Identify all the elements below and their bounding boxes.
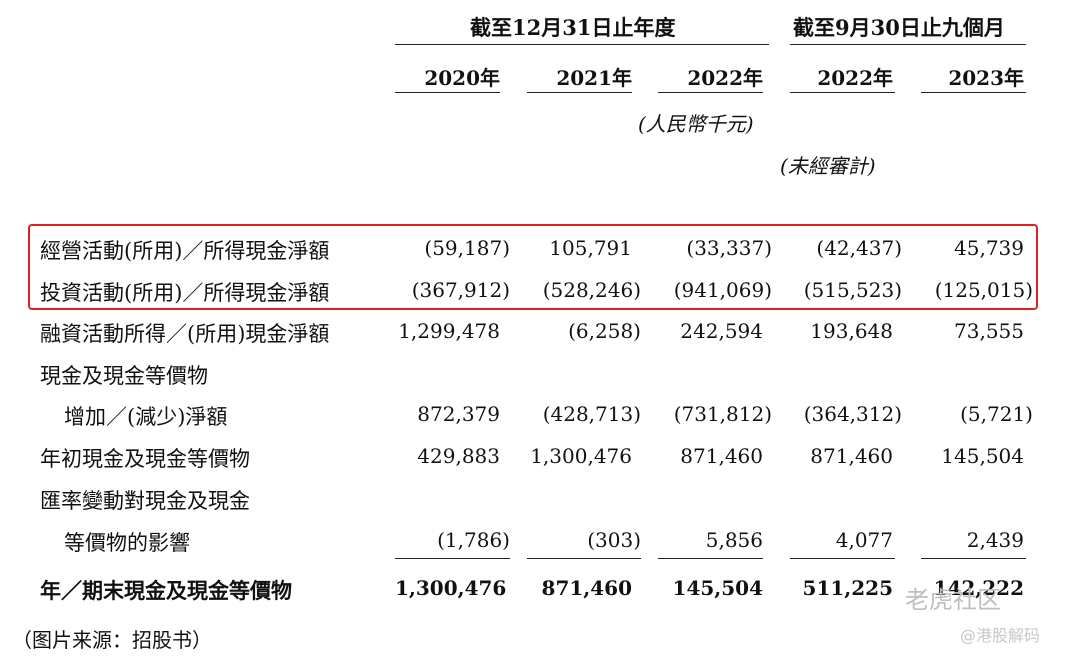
row-label: 等價物的影響 [64,531,190,555]
table-cell: (428,713) [542,402,641,426]
subtotal-rule-3 [658,558,763,559]
table-cell: 871,460 [810,444,893,468]
year-rule-4 [790,92,895,93]
row-label: 投資活動(所用)／所得現金淨額 [40,281,330,305]
row-label: 年初現金及現金等價物 [40,447,250,471]
year-rule-2 [527,92,632,93]
row-label-total: 年／期末現金及現金等價物 [40,578,292,603]
row-label: 融資活動所得／(所用)現金淨額 [40,322,330,346]
table-cell: 429,883 [417,444,500,468]
table-cell: (5,721) [960,402,1033,426]
table-cell: (6,258) [568,319,641,343]
watermark-sub: @港股解码 [960,626,1041,645]
table-cell: 242,594 [680,319,763,343]
table-cell: 45,739 [954,236,1024,260]
year-rule-3 [658,92,763,93]
year-header-4: 2022年 [817,66,893,90]
table-cell: (125,015) [934,278,1033,302]
table-cell: 872,379 [417,402,500,426]
table-cell: (364,312) [803,402,902,426]
table-cell: 105,791 [549,236,632,260]
table-cell-total: 1,300,476 [395,576,507,600]
row-label: 增加／(減少)淨額 [64,405,228,429]
table-cell: (528,246) [542,278,641,302]
table-cell: (42,437) [816,236,902,260]
table-cell-total: 871,460 [541,576,632,600]
table-cell: (59,187) [424,236,510,260]
table-cell: (941,069) [673,278,772,302]
year-rule-1 [395,92,500,93]
header-group-nine-months: 截至9月30日止九個月 [793,15,1005,40]
row-label: 經營活動(所用)／所得現金淨額 [40,239,330,263]
table-cell-total: 511,225 [802,576,893,600]
year-rule-5 [921,92,1026,93]
unaudited-note: (未經審計) [780,154,876,178]
table-cell: 193,648 [810,319,893,343]
table-cell: 1,300,476 [530,444,632,468]
table-cell: (303) [587,528,641,552]
subtotal-rule-2 [527,558,641,559]
table-cell: 871,460 [680,444,763,468]
table-cell: (731,812) [673,402,772,426]
watermark-main: 老虎社区 [905,586,1001,614]
table-cell: (1,786) [437,528,510,552]
subtotal-rule-1 [395,558,510,559]
table-cell-total: 145,504 [672,576,763,600]
table-cell: 4,077 [835,528,893,552]
table-cell: 2,439 [966,528,1024,552]
year-header-2: 2021年 [556,66,632,90]
table-cell-total: 142,222 [933,576,1024,600]
table-cell: (33,337) [686,236,772,260]
table-cell: (367,912) [411,278,510,302]
image-source-caption: （图片来源：招股书） [12,628,212,652]
table-cell: 145,504 [941,444,1024,468]
header-group-annual-rule [395,44,769,45]
currency-note: (人民幣千元) [638,112,754,136]
header-group-annual: 截至12月31日止年度 [470,15,676,40]
table-cell: 1,299,478 [398,319,500,343]
year-header-5: 2023年 [948,66,1024,90]
row-label: 匯率變動對現金及現金 [40,489,250,513]
subtotal-rule-5 [921,558,1026,559]
table-cell: 5,856 [705,528,763,552]
highlight-box [28,224,1038,310]
row-label: 現金及現金等價物 [40,364,208,388]
subtotal-rule-4 [790,558,895,559]
year-header-1: 2020年 [424,66,500,90]
table-cell: 73,555 [954,319,1024,343]
year-header-3: 2022年 [687,66,763,90]
table-cell: (515,523) [803,278,902,302]
header-group-nine-months-rule [790,44,1026,45]
